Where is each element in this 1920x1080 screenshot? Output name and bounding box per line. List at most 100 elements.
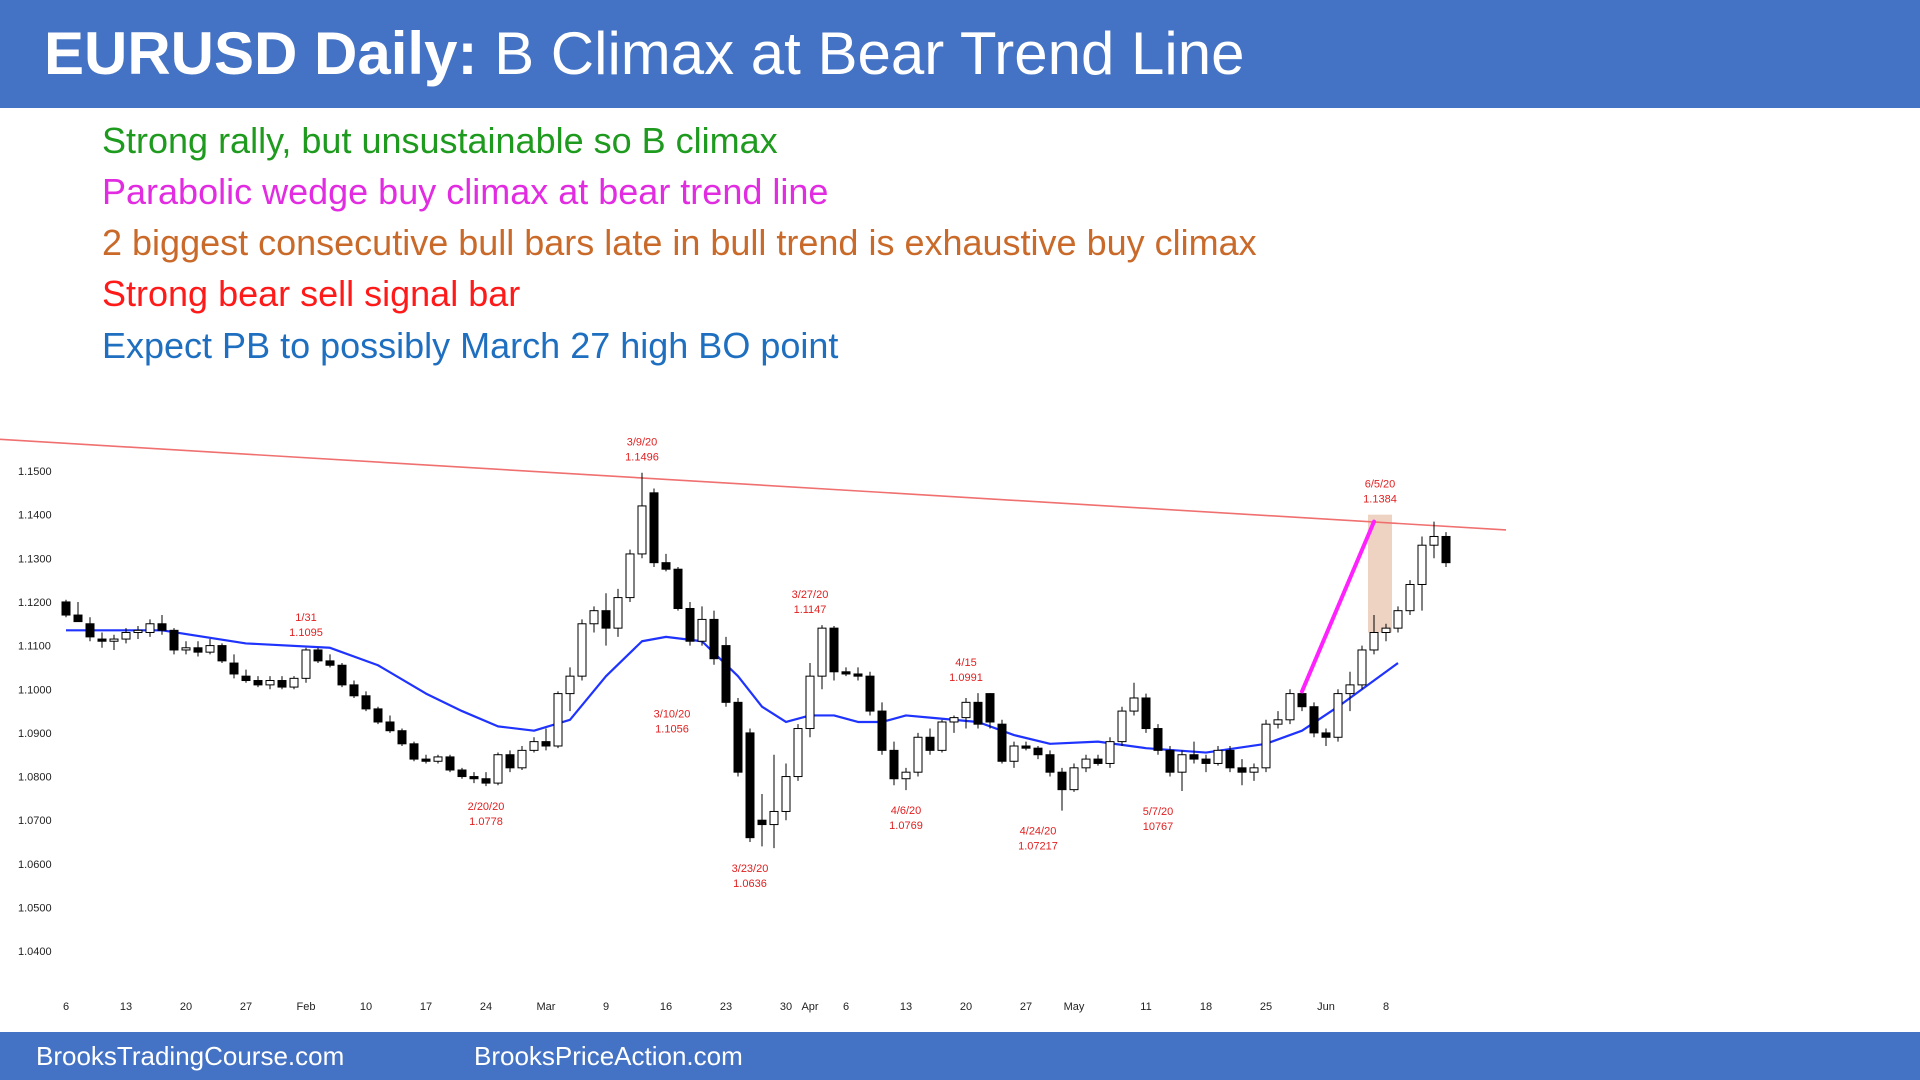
- swing-annotation: 5/7/20 10767: [1143, 806, 1174, 833]
- footer-link-brookspriceaction[interactable]: BrooksPriceAction.com: [474, 1041, 743, 1071]
- x-tick-label: Apr: [801, 1001, 818, 1013]
- bear-candle-body: [709, 618, 719, 660]
- candle: [85, 617, 95, 642]
- bull-candle-body: [1105, 741, 1115, 764]
- candle: [61, 599, 71, 618]
- bear-candle-body: [1045, 754, 1055, 773]
- candle: [889, 741, 899, 786]
- note-parabolic-wedge: Parabolic wedge buy climax at bear trend…: [102, 171, 829, 212]
- candle: [1045, 750, 1055, 777]
- candle: [313, 647, 323, 664]
- annotation-date: 4/24/20: [1020, 826, 1057, 838]
- candle: [1273, 711, 1283, 729]
- candle: [265, 676, 275, 690]
- candle: [1309, 702, 1319, 738]
- x-tick-label: 20: [960, 1001, 972, 1013]
- candle: [1321, 728, 1331, 746]
- note-strong-rally: Strong rally, but unsustainable so B cli…: [102, 120, 778, 161]
- bear-candle-body: [169, 629, 179, 651]
- bull-candle-body: [1009, 745, 1019, 762]
- y-tick-label: 1.1200: [18, 597, 52, 609]
- candle: [325, 654, 335, 668]
- header-bar: EURUSD Daily: B Climax at Bear Trend Lin…: [0, 0, 1920, 108]
- title-symbol: EURUSD Daily:: [44, 20, 478, 87]
- candle: [949, 715, 959, 733]
- bull-candle-body: [769, 810, 779, 826]
- bull-candle-body: [181, 647, 191, 651]
- candle: [781, 763, 791, 821]
- candle: [541, 728, 551, 751]
- y-tick-label: 1.0700: [18, 815, 52, 827]
- annotation-price: 1.1384: [1363, 494, 1397, 506]
- x-tick-label: May: [1064, 1001, 1085, 1013]
- footer-link-brookstradingcourse[interactable]: BrooksTradingCourse.com: [36, 1041, 345, 1071]
- x-tick-label: 25: [1260, 1001, 1272, 1013]
- bear-candle-body: [1093, 758, 1103, 764]
- candle: [1165, 745, 1175, 777]
- bear-candle-body: [985, 693, 995, 723]
- candle: [733, 697, 743, 777]
- bull-candle-body: [529, 741, 539, 751]
- candle: [565, 667, 575, 712]
- y-tick-label: 1.1000: [18, 684, 52, 696]
- annotation-date: 5/7/20: [1143, 806, 1174, 818]
- y-tick-label: 1.0900: [18, 728, 52, 740]
- parabolic-wedge-line: [1300, 519, 1376, 694]
- candle: [805, 663, 815, 738]
- candle: [757, 794, 767, 847]
- bull-candle-body: [1417, 544, 1427, 585]
- candle: [817, 625, 827, 690]
- candle: [337, 663, 347, 688]
- page-title: EURUSD Daily: B Climax at Bear Trend Lin…: [44, 18, 1244, 90]
- swing-annotation: 3/23/20 1.0636: [732, 863, 769, 890]
- bear-candle-body: [361, 695, 371, 710]
- bull-candle-body: [613, 597, 623, 629]
- bull-candle-body: [1345, 684, 1355, 695]
- bear-candle-body: [241, 675, 251, 682]
- candle: [457, 767, 467, 779]
- annotation-date: 6/5/20: [1365, 479, 1396, 491]
- candle: [841, 667, 851, 677]
- bear-candle-body: [1225, 749, 1235, 769]
- bull-candle-body: [949, 717, 959, 723]
- candle: [1285, 689, 1295, 725]
- candle: [481, 772, 491, 787]
- bull-candle-body: [493, 754, 503, 784]
- bull-candle-body: [625, 553, 635, 599]
- candle: [373, 706, 383, 725]
- bull-candle-body: [1393, 610, 1403, 629]
- annotation-date: 3/23/20: [732, 863, 769, 875]
- bear-candle-body: [829, 627, 839, 673]
- bear-candle-body: [445, 756, 455, 771]
- bear-candle-body: [1309, 706, 1319, 734]
- x-tick-label: 9: [603, 1001, 609, 1013]
- bear-candle-body: [841, 671, 851, 675]
- bear-candle-body: [541, 741, 551, 747]
- bear-candle-body: [277, 680, 287, 688]
- annotation-price: 1.1496: [625, 452, 659, 464]
- bear-candle-body: [973, 701, 983, 725]
- swing-annotation: 1/31 1.1095: [289, 612, 323, 639]
- candle: [1081, 754, 1091, 773]
- candle: [1057, 767, 1067, 811]
- candle: [925, 728, 935, 755]
- y-tick-label: 1.0400: [18, 946, 52, 958]
- candle: [1129, 682, 1139, 716]
- candle: [1069, 763, 1079, 792]
- candle: [1405, 580, 1415, 616]
- note-expect-pullback: Expect PB to possibly March 27 high BO p…: [102, 325, 839, 366]
- bull-candle-body: [589, 610, 599, 625]
- x-tick-label: 24: [480, 1001, 492, 1013]
- bull-candle-body: [1069, 767, 1079, 791]
- bear-candle-body: [1297, 693, 1307, 708]
- footer-bar: BrooksTradingCourse.com BrooksPriceActio…: [0, 1032, 1920, 1080]
- candle: [577, 619, 587, 681]
- x-tick-label: 27: [1020, 1001, 1032, 1013]
- swing-annotation: 3/10/20 1.1056: [654, 709, 691, 736]
- bear-trend-line: [0, 438, 1507, 531]
- candle: [1177, 750, 1187, 791]
- candle: [829, 625, 839, 681]
- x-tick-label: 13: [120, 1001, 132, 1013]
- bull-candle-body: [1369, 632, 1379, 651]
- bull-candle-body: [1429, 535, 1439, 546]
